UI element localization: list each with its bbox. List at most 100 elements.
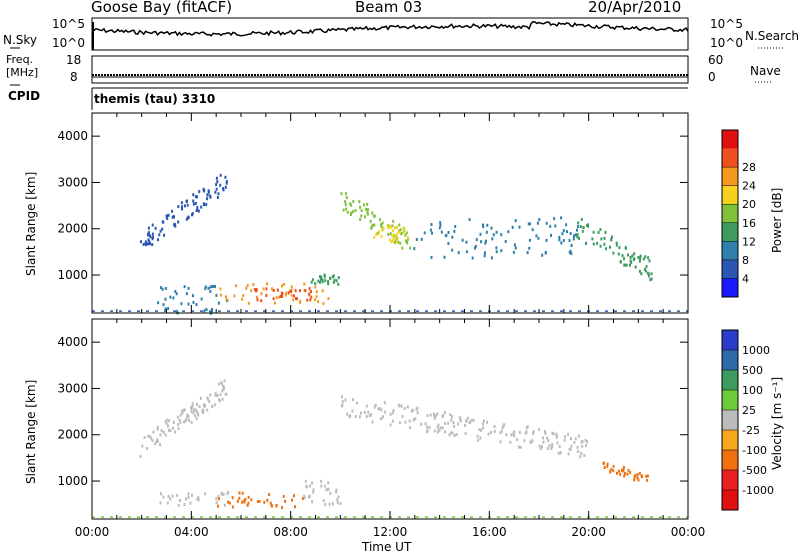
velocity-cell-5-0 [633,475,636,479]
xtick-label-3: 12:00 [373,525,408,539]
velocity-colorbar-label-4: 25 [742,404,756,417]
velocity-cell-4-124 [351,409,354,413]
power-cell-6-5 [390,240,393,244]
velocity-cell-3-9 [312,490,315,494]
power-cell-5-19 [380,225,383,228]
velocity-cell-4-78 [453,425,456,428]
power-cell-1-8 [175,292,178,296]
power-cell-4-2 [337,282,340,286]
power-cell-1-21 [211,284,214,288]
velocity-cell-0-80 [221,397,224,401]
velocity-cell-4-126 [546,436,549,440]
power-cell-0-64 [187,216,189,220]
xtick-label-6: 00:00 [671,525,706,539]
power-cell-0-40 [206,197,209,201]
velocity-cell-1-10 [166,501,169,505]
velocity-cell-0-48 [220,381,223,385]
power-cell-2-3 [262,287,265,291]
power-cell-8-12 [581,229,584,233]
velocity-cell-0-41 [188,418,190,422]
power-cell-3-27 [256,298,259,302]
velocity-cell-3-23 [325,488,328,492]
velocity-cell-0-91 [187,414,190,418]
velocity-cell-4-40 [443,411,446,415]
power-cell-5-24 [369,219,372,223]
power-cell-7-18 [541,253,544,257]
velocity-cell-4-63 [509,440,512,444]
power-cell-7-92 [420,237,423,241]
power-cell-7-96 [511,225,514,229]
velocity-cell-0-88 [201,408,204,412]
power-cell-7-86 [512,250,515,254]
velocity-cell-4-57 [383,410,386,414]
velocity-cell-3-20 [311,481,313,485]
velocity-cell-2-10 [268,493,271,497]
power-cell-4-9 [327,280,330,283]
velocity-cell-4-66 [409,426,412,430]
power-colorbar-label-6: 28 [742,161,756,174]
velocity-cell-0-69 [214,393,217,397]
velocity-cell-0-35 [147,434,150,438]
power-cell-1-13 [204,287,207,291]
power-cell-7-74 [438,226,441,230]
power-cell-8-60 [642,257,645,261]
power-cell-0-74 [219,173,222,177]
velocity-cell-4-9 [373,405,376,409]
power-cell-8-29 [618,246,621,249]
velocity-cell-4-62 [403,407,406,411]
power-cell-2-40 [285,291,288,295]
power-cell-2-25 [290,285,293,289]
velocity-colorbar-label-0: -1000 [742,484,774,497]
power-cell-1-40 [205,308,208,311]
velocity-cell-0-38 [179,420,182,424]
velocity-cell-2-31 [282,494,285,498]
velocity-cell-3-6 [337,495,340,499]
power-cell-5-13 [360,209,363,213]
power-cell-0-86 [186,199,188,203]
velocity-cell-4-76 [368,414,371,418]
power-cell-8-46 [650,277,653,281]
power-cell-8-66 [650,272,653,276]
velocity-cell-0-15 [152,430,155,434]
velocity-cell-5-10 [645,474,648,478]
velocity-cell-3-21 [311,500,314,504]
power-cell-0-28 [215,187,218,191]
power-cell-6-7 [393,233,395,237]
velocity-cell-1-13 [187,496,190,499]
power-cell-7-42 [486,223,489,227]
velocity-cell-0-52 [146,447,148,450]
power-cell-1-20 [214,284,216,288]
power-cell-1-37 [160,286,162,290]
velocity-cell-4-75 [449,431,452,435]
velocity-cell-1-6 [223,503,226,507]
power-cell-7-88 [485,230,488,234]
velocity-cell-0-60 [190,407,193,411]
velocity-cell-5-9 [602,461,605,465]
velocity-cell-4-177 [451,415,453,418]
power-cell-0-2 [161,227,164,231]
power-cell-6-12 [392,236,395,240]
power-cell-5-18 [360,214,363,218]
nave-tick-top: 60 [708,53,724,67]
velocity-cell-4-122 [513,430,516,434]
freq-label: Freq. [6,53,34,66]
power-cell-0-84 [174,224,177,228]
power-cell-0-30 [163,233,165,237]
power-cell-1-11 [174,290,177,293]
power-cell-5-45 [400,232,403,236]
power-cell-8-25 [592,230,595,234]
power-cell-6-25 [392,239,394,243]
power-cell-8-58 [638,269,641,273]
power-cell-6-20 [407,236,409,240]
power-cell-8-22 [599,228,602,231]
power-cell-2-34 [283,282,286,286]
power-cell-7-48 [495,250,498,254]
velocity-cell-5-17 [633,478,636,482]
power-cell-6-8 [391,234,394,238]
power-cell-8-51 [619,260,622,264]
velocity-cell-4-47 [487,432,490,436]
velocity-cell-2-13 [227,500,230,504]
power-cell-5-11 [391,224,394,228]
power-cell-7-44 [574,233,577,237]
velocity-cell-4-180 [464,432,467,435]
